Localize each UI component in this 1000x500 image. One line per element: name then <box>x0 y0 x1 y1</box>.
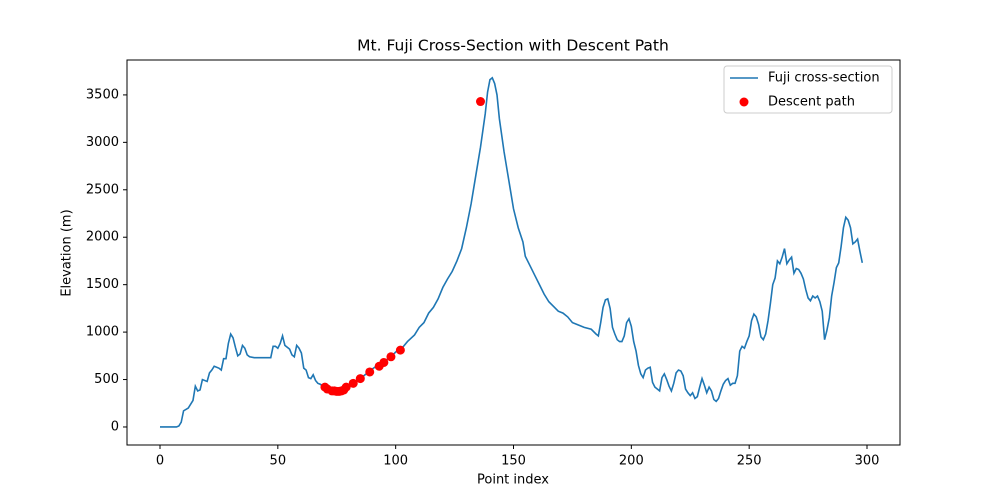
plot-frame <box>126 59 901 446</box>
y-tick-label: 3500 <box>86 87 119 102</box>
scatter-point <box>320 382 330 392</box>
legend-box <box>723 65 893 114</box>
legend-label: Fuji cross-section <box>768 71 880 86</box>
y-tick-label: 1500 <box>86 277 119 292</box>
y-tick-label: 2000 <box>86 230 119 245</box>
x-tick-label: 100 <box>383 454 408 469</box>
legend-label: Descent path <box>768 95 855 110</box>
chart-title: Mt. Fuji Cross-Section with Descent Path <box>357 37 669 55</box>
scatter-point <box>348 378 358 388</box>
y-tick-label: 3000 <box>86 135 119 150</box>
x-axis-label: Point index <box>477 473 549 488</box>
x-tick-label: 200 <box>619 454 644 469</box>
x-tick-label: 0 <box>156 454 164 469</box>
x-tick-label: 300 <box>855 454 880 469</box>
y-tick-label: 1000 <box>86 325 119 340</box>
y-tick-label: 0 <box>111 419 119 434</box>
y-tick-label: 2500 <box>86 182 119 197</box>
scatter-point <box>476 97 486 107</box>
x-tick-label: 150 <box>501 454 526 469</box>
x-tick-label: 50 <box>270 454 287 469</box>
y-tick-label: 500 <box>94 372 119 387</box>
scatter-point <box>355 374 365 384</box>
legend-marker <box>739 97 749 107</box>
scatter-point <box>395 345 405 355</box>
y-axis-label: Elevation (m) <box>60 209 75 296</box>
x-tick-label: 250 <box>737 454 762 469</box>
scatter-point <box>374 361 384 371</box>
scatter-point <box>365 367 375 377</box>
line <box>159 76 864 428</box>
scatter-point <box>386 352 396 362</box>
